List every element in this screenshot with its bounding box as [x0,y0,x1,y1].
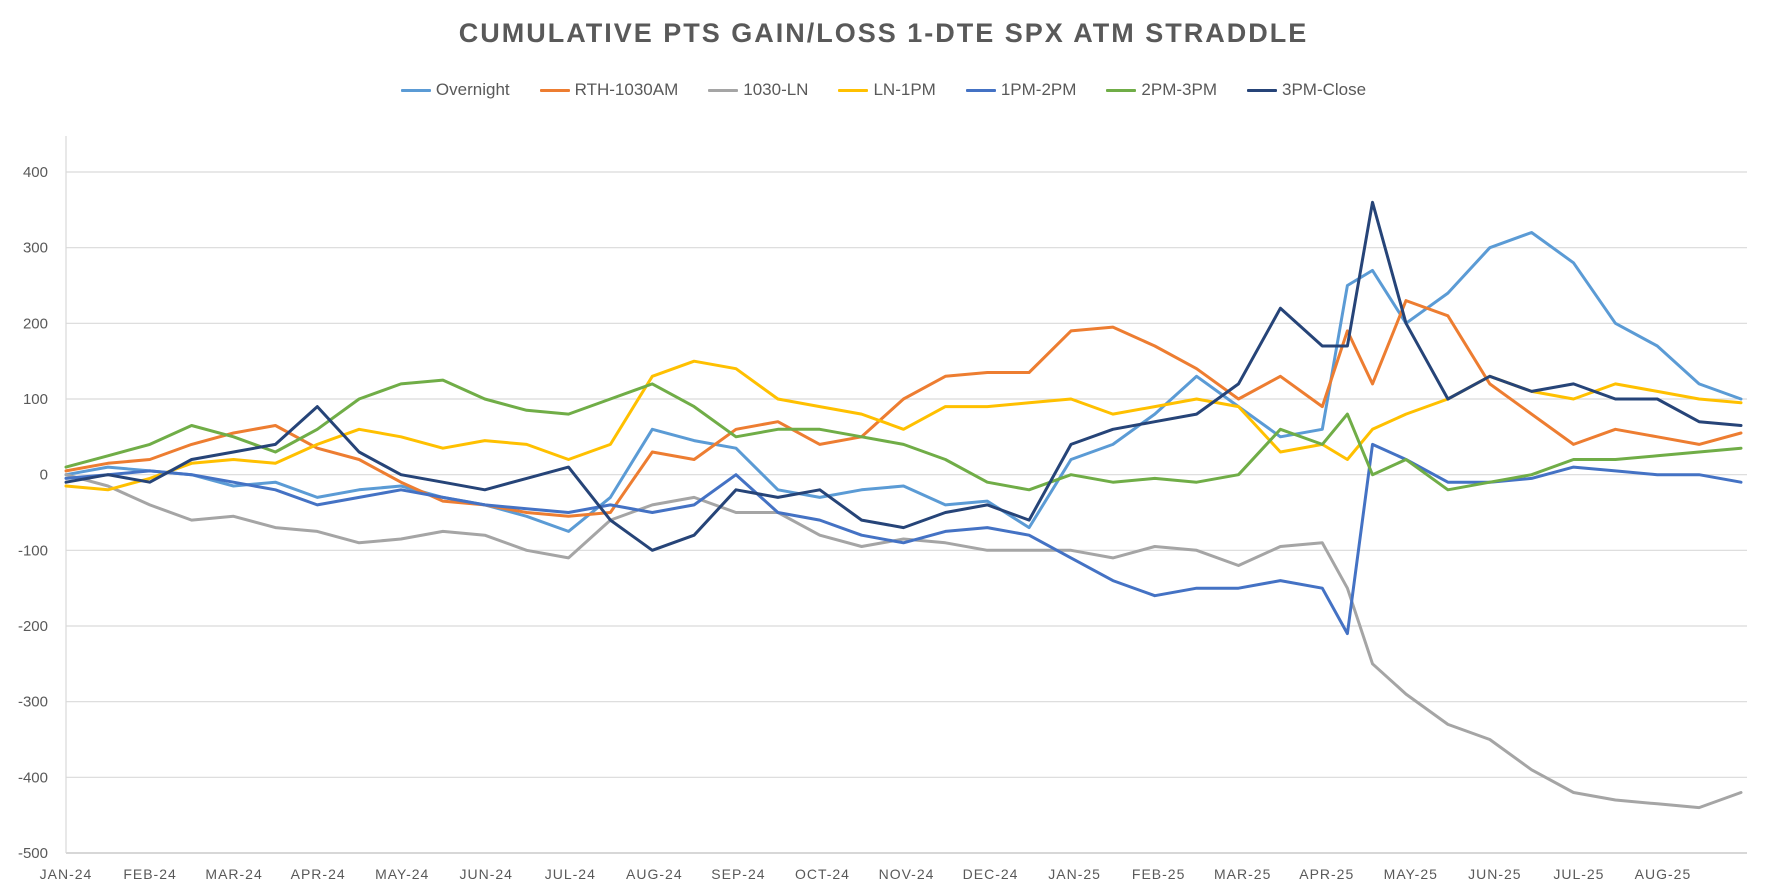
legend-swatch [400,88,431,92]
legend-entry: 1PM-2PM [965,80,1077,100]
legend-swatch [708,88,739,92]
x-tick-label: AUG-25 [1635,866,1692,882]
legend-label: 1030-LN [743,80,809,99]
x-tick-label: SEP-24 [711,866,765,882]
x-tick-label: MAY-24 [375,866,429,882]
x-tick-label: JAN-25 [1048,866,1101,882]
y-tick-label: 0 [40,467,48,484]
x-tick-label: FEB-25 [1132,866,1185,882]
legend-swatch [539,88,570,92]
legend-label: Overnight [435,80,510,99]
legend: Overnight RTH-1030AM 1030-LN LN-1PM 1PM-2PM 2… [0,80,1767,100]
legend-swatch [1246,88,1277,92]
series-layer [64,200,1743,810]
legend-label: RTH-1030AM [574,80,679,99]
x-tick-label: APR-24 [291,866,346,882]
x-tick-label: OCT-24 [795,866,850,882]
x-tick-label: MAY-25 [1384,866,1438,882]
x-tick-label: DEC-24 [963,866,1019,882]
x-tick-label: MAR-25 [1214,866,1271,882]
series-line-2pm-3pm [64,378,1743,492]
x-tick-label: NOV-24 [879,866,935,882]
grid-layer [66,171,1747,854]
legend-label: 1PM-2PM [1000,80,1077,99]
series-line-ln-1pm [64,359,1743,492]
legend-swatch [838,88,869,92]
legend-label: LN-1PM [873,80,936,99]
legend-entry: LN-1PM [838,80,936,100]
series-line-1030-ln [64,473,1743,810]
legend-entry: Overnight [400,80,510,100]
series-line-3pm-close [64,200,1743,552]
y-tick-label: -500 [18,845,48,862]
y-tick-label: -200 [18,618,48,635]
y-tick-label: -300 [18,694,48,711]
x-tick-label: JUL-24 [545,866,596,882]
series-line-1pm-2pm [64,442,1743,636]
y-tick-label: -100 [18,542,48,559]
legend-label: 3PM-Close [1281,80,1367,99]
x-tick-label: APR-25 [1299,866,1354,882]
chart-title: CUMULATIVE PTS GAIN/LOSS 1-DTE SPX ATM S… [458,18,1309,48]
x-tick-label: MAR-24 [205,866,262,882]
x-tick-label: AUG-24 [626,866,683,882]
y-tick-label: -400 [18,769,48,786]
x-tick-label: JUN-25 [1468,866,1521,882]
y-tick-label: 100 [23,391,48,408]
x-tick-label: JAN-24 [40,866,93,882]
legend-swatch [1106,88,1137,92]
legend-label: 2PM-3PM [1141,80,1217,99]
y-tick-label: 400 [23,164,48,181]
x-tick-label: JUN-24 [460,866,513,882]
x-tick-label: JUL-25 [1553,866,1604,882]
legend-entry: RTH-1030AM [539,80,679,100]
x-tick-label: FEB-24 [123,866,176,882]
legend-entry: 3PM-Close [1246,80,1367,100]
legend-entry: 2PM-3PM [1106,80,1217,100]
series-line-rth-1030am [64,299,1743,518]
y-tick-label: 200 [23,315,48,332]
series-line-overnight [64,231,1743,533]
y-tick-label: 300 [23,240,48,257]
axis-layer: 400 300 200 100 0 -100 -200 -300 -400 -500 JAN-24 F… [18,136,1692,882]
legend-entry: 1030-LN [708,80,808,100]
legend-swatch [965,88,996,92]
